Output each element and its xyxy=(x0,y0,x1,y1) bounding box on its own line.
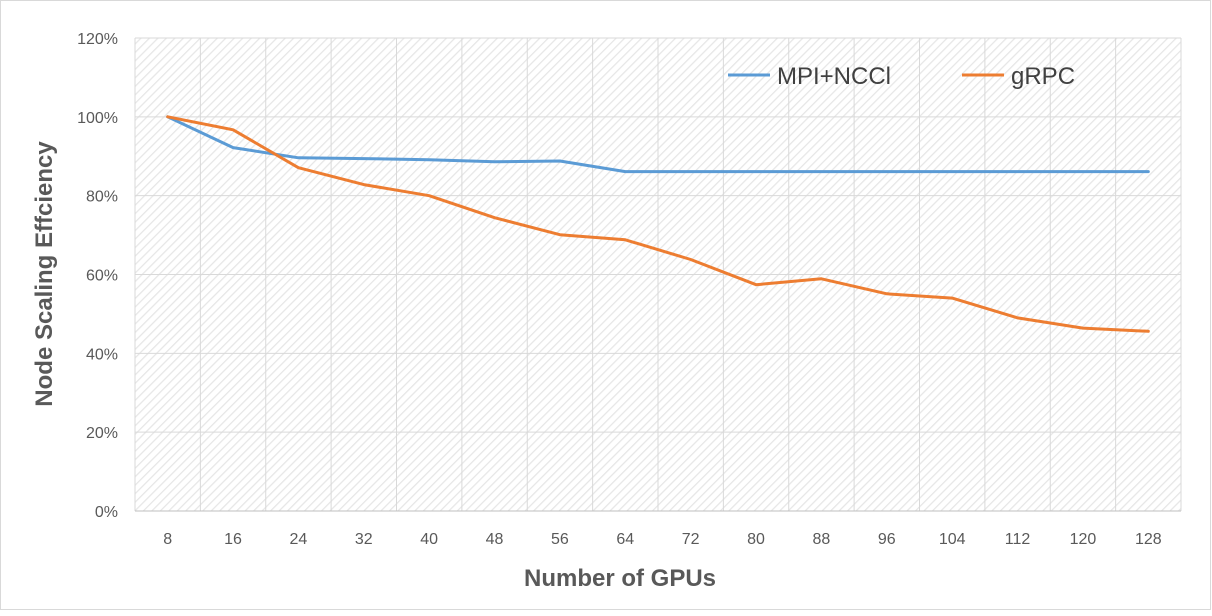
axes: 0% 20% 40% 60% 80% 100% 120% 8 16 24 32 40 48 56 64 72 8… xyxy=(77,31,1181,548)
y-tick-label: 80% xyxy=(86,189,118,206)
series-line-grpc xyxy=(166,115,1150,333)
x-tick-label: 128 xyxy=(1135,531,1162,548)
x-tick-label: 96 xyxy=(878,531,896,548)
series-line-mpi-nccl xyxy=(166,115,1150,174)
x-tick-label: 56 xyxy=(551,531,569,548)
y-tick-label: 40% xyxy=(86,346,118,363)
x-tick-label: 112 xyxy=(1005,531,1031,548)
x-tick-label: 104 xyxy=(939,531,966,548)
y-tick-label: 120% xyxy=(77,31,118,48)
legend-label-grpc: gRPC xyxy=(1011,63,1075,90)
y-axis-title: Node Scaling Effciency xyxy=(31,141,58,407)
x-tick-label: 40 xyxy=(420,531,438,548)
legend-label-mpi-nccl: MPI+NCCl xyxy=(777,63,891,90)
y-tick-label: 0% xyxy=(95,504,118,521)
series-group xyxy=(166,115,1150,333)
x-tick-label: 64 xyxy=(616,531,634,548)
x-tick-label: 88 xyxy=(813,531,831,548)
x-tick-label: 32 xyxy=(355,531,373,548)
x-tick-label: 16 xyxy=(224,531,242,548)
y-tick-label: 20% xyxy=(86,425,118,442)
y-tick-label: 60% xyxy=(86,268,118,285)
x-tick-label: 80 xyxy=(747,531,765,548)
x-axis-title: Number of GPUs xyxy=(524,565,716,592)
x-tick-label: 24 xyxy=(290,531,308,548)
x-tick-label: 72 xyxy=(682,531,700,548)
y-tick-label: 100% xyxy=(77,110,118,127)
gridlines xyxy=(134,37,1182,511)
legend: MPI+NCCl gRPC xyxy=(728,63,1075,90)
x-tick-label: 120 xyxy=(1070,531,1097,548)
x-tick-label: 48 xyxy=(486,531,504,548)
x-tick-label: 8 xyxy=(163,531,172,548)
